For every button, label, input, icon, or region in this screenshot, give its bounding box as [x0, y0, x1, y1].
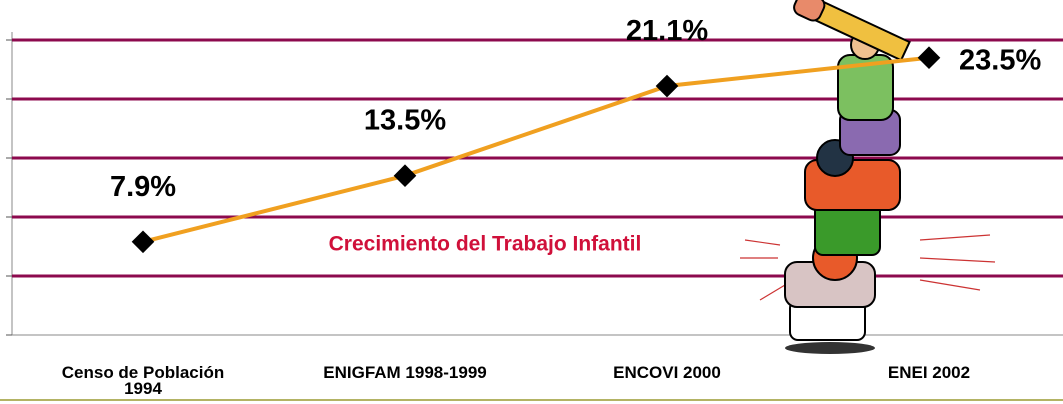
- x-tick-label: ENCOVI 2000: [613, 363, 721, 382]
- marker: [132, 230, 155, 253]
- data-label: 23.5%: [959, 45, 1041, 77]
- data-label: 13.5%: [364, 105, 446, 137]
- pencil: [791, 0, 910, 62]
- annotation: Crecimiento del Trabajo Infantil: [329, 233, 642, 256]
- shadow: [785, 342, 875, 354]
- marker: [394, 164, 417, 187]
- chart: Crecimiento del Trabajo Infantil Censo d…: [0, 0, 1063, 404]
- data-label: 7.9%: [110, 171, 176, 203]
- x-tick-label: ENEI 2002: [888, 363, 970, 382]
- clipart: [740, 0, 995, 354]
- line: [143, 58, 929, 242]
- marker: [656, 75, 679, 98]
- marker: [918, 46, 941, 69]
- data-label: 21.1%: [626, 15, 708, 47]
- x-tick-label: ENIGFAM 1998-1999: [323, 363, 486, 382]
